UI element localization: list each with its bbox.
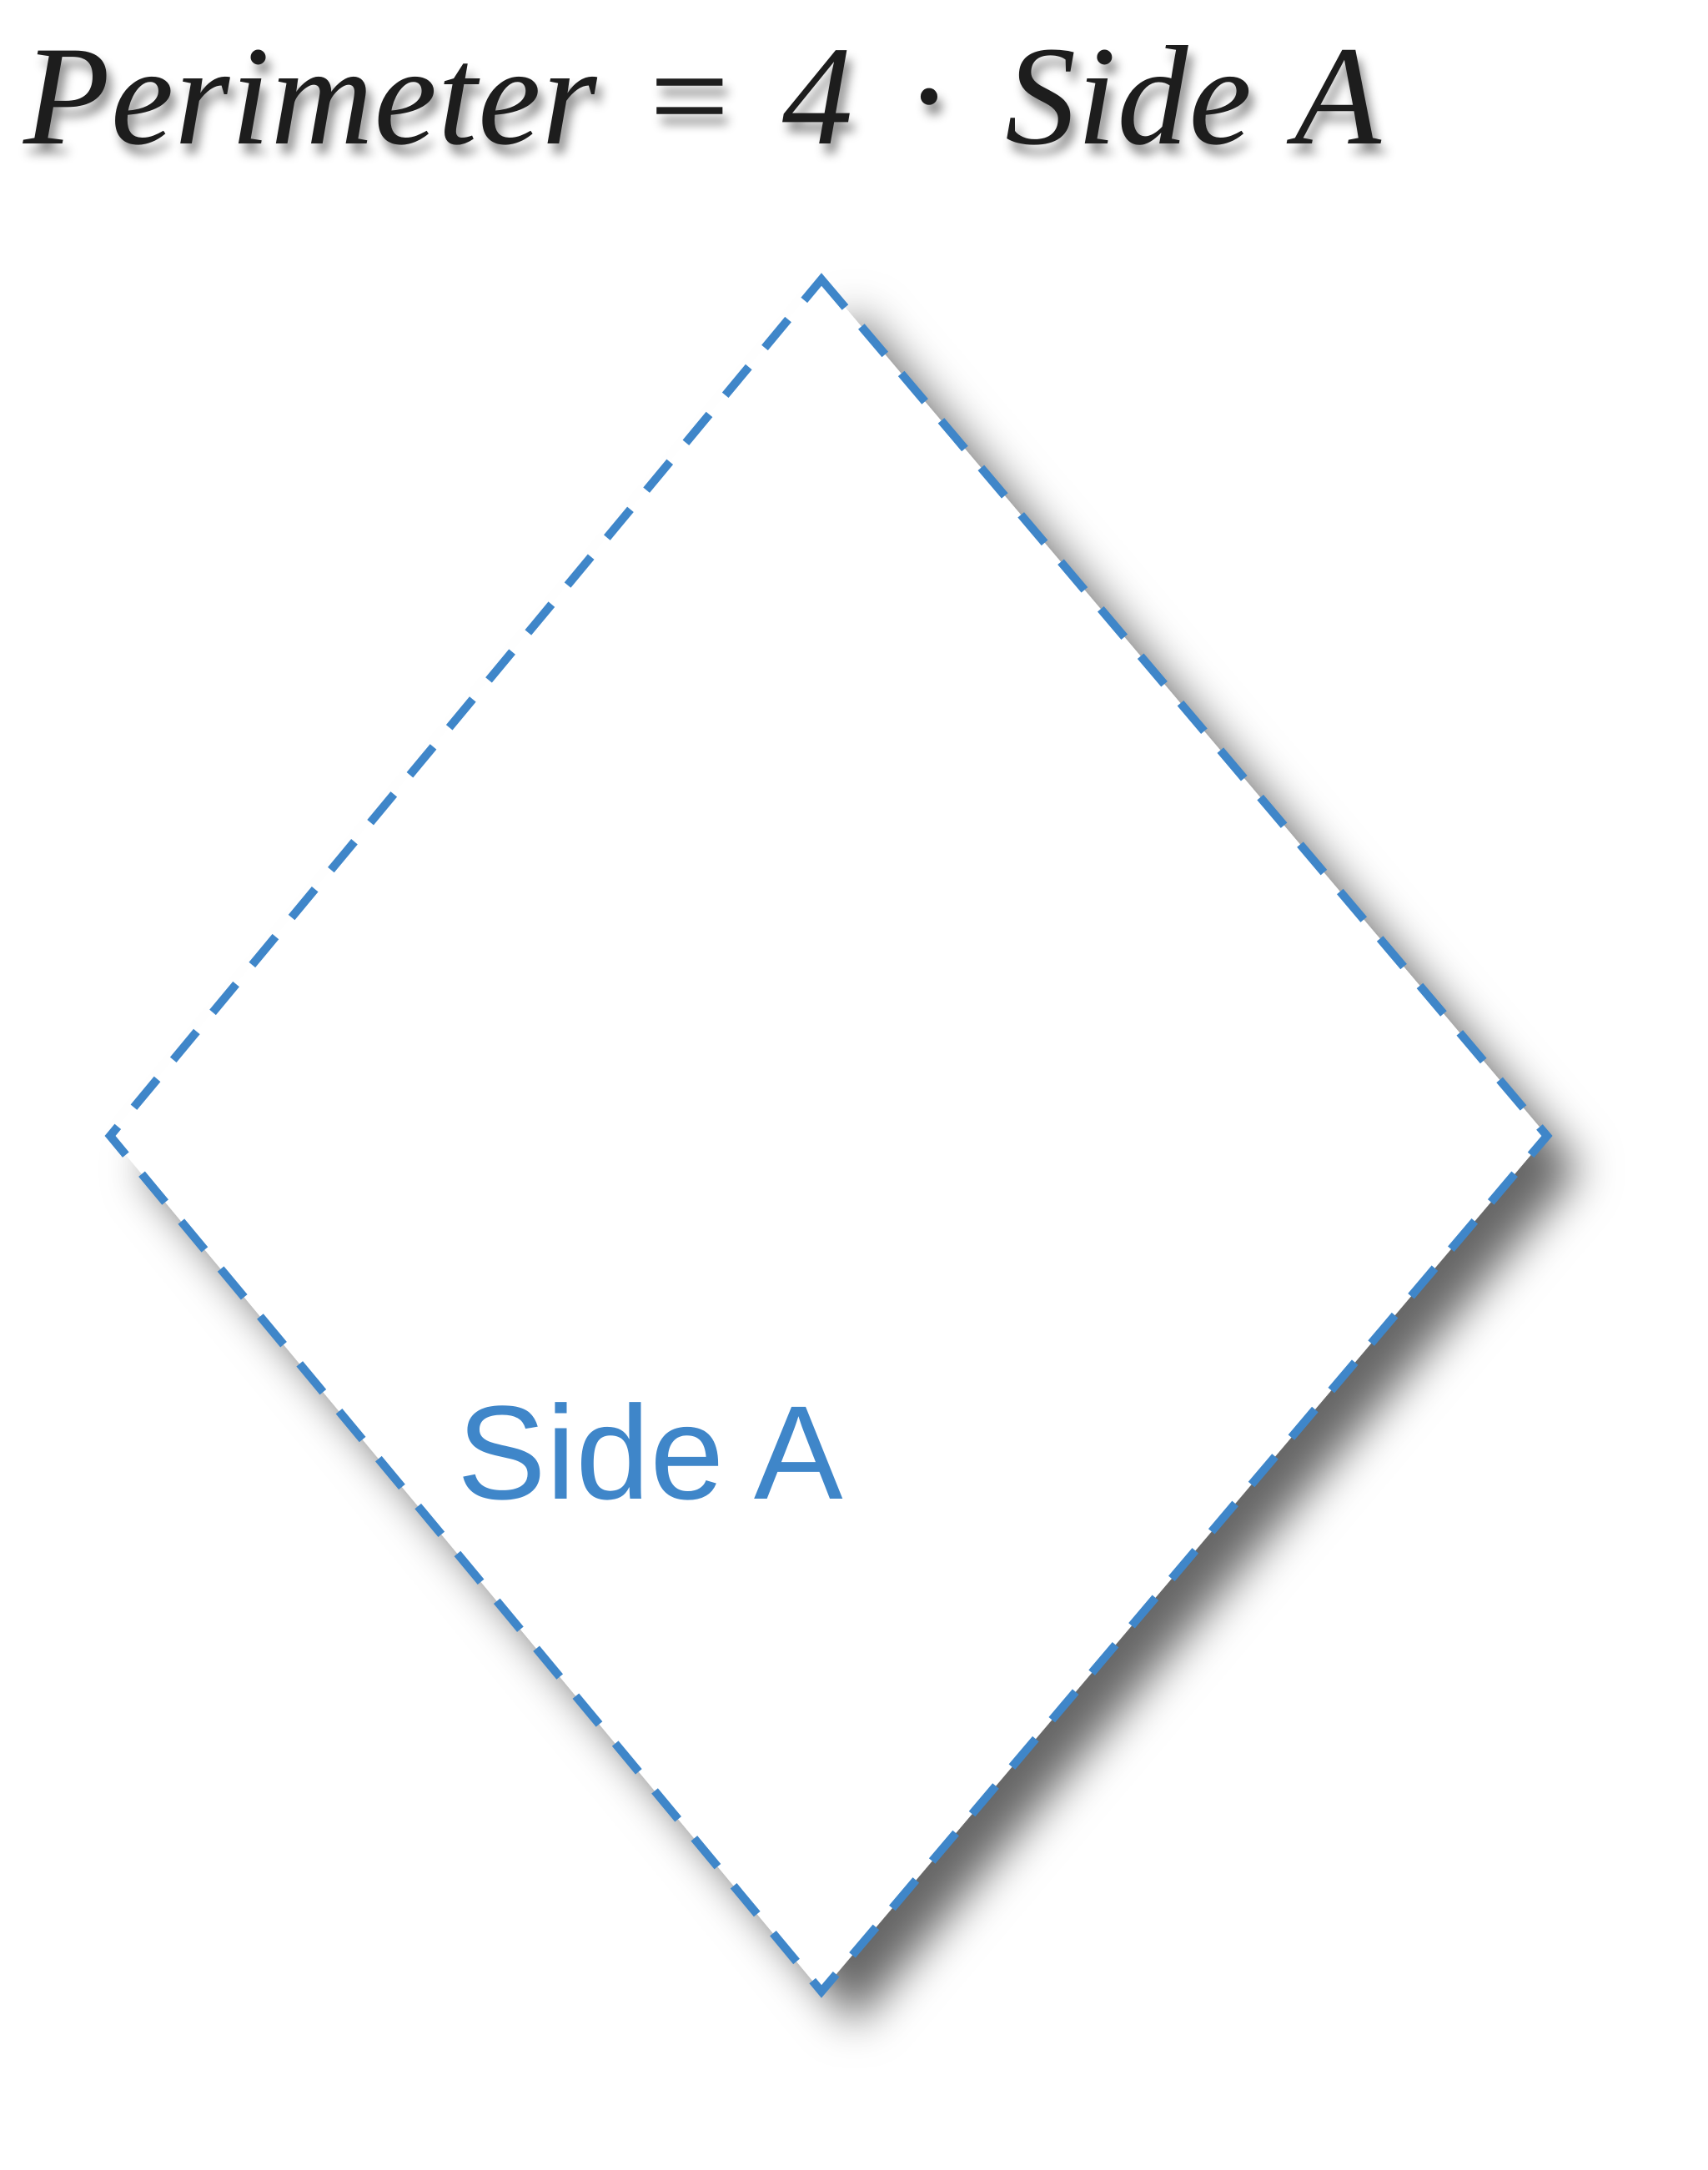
formula-coefficient: 4 [781,17,854,174]
perimeter-formula: Perimeter = 4 · Side A [0,0,1708,192]
formula-times: · [905,17,954,174]
rhombus-dashed-outline [104,273,1553,1998]
rhombus-shape [110,279,1547,1992]
side-a-label: Side A [457,1378,843,1527]
formula-side-letter: A [1294,17,1382,174]
formula-lhs: Perimeter [23,17,598,174]
formula-side-word: Side [1005,17,1253,174]
formula-equals: = [649,17,731,174]
